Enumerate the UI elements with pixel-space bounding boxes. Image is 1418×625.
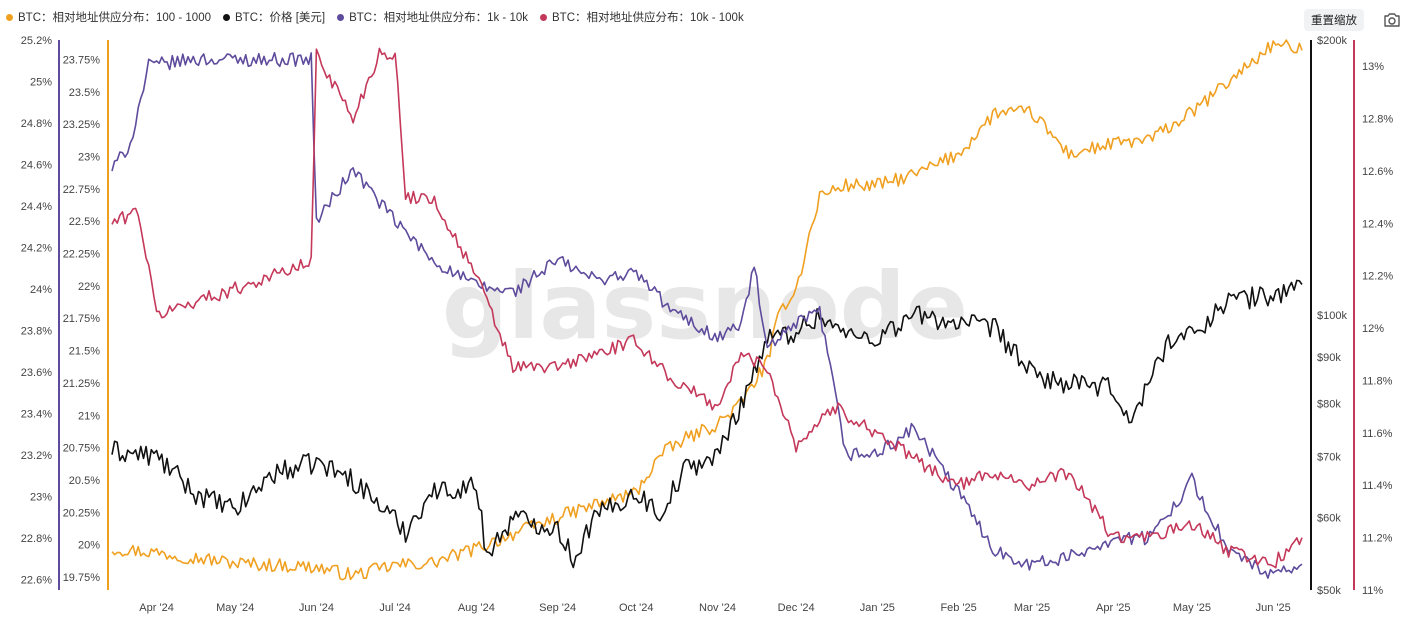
y-tick-label-right-outer: 11.8%	[1362, 375, 1393, 387]
y-tick-label-right-outer: 12.8%	[1362, 114, 1393, 126]
axes: 25.2% 25% 24.8% 24.6% 24.4% 24.2% 24% 23.8% 23.6…	[21, 35, 1394, 614]
y-tick-label-left-inner: 20.75%	[63, 443, 101, 455]
y-tick-label-left-outer: 23.4%	[21, 409, 52, 421]
y-tick-label-left-outer: 23.2%	[21, 450, 52, 462]
y-tick-label-left-outer: 23.6%	[21, 367, 52, 379]
legend-dot-icon	[540, 13, 547, 21]
y-tick-label-left-inner: 20.5%	[69, 475, 100, 487]
series-line-2	[111, 51, 1303, 579]
y-tick-label-left-inner: 22.25%	[63, 249, 101, 261]
y-tick-label-right-outer: 12%	[1362, 323, 1384, 335]
y-tick-label-right-outer: 12.4%	[1362, 218, 1393, 230]
y-tick-label-right-outer: 11.4%	[1362, 480, 1393, 492]
y-tick-label-left-outer: 22.6%	[21, 575, 52, 587]
x-tick-label: Mar '25	[1014, 602, 1050, 614]
series-line-0	[111, 39, 1303, 581]
x-tick-label: Jun '24	[299, 602, 334, 614]
y-tick-label-left-outer: 24.4%	[21, 201, 52, 213]
chart-legend: BTC：相对地址供应分布：100 - 1000 BTC：价格 [美元] BTC：…	[6, 8, 756, 26]
y-tick-label-left-inner: 21.75%	[63, 313, 101, 325]
y-tick-label-left-outer: 23%	[30, 492, 52, 504]
series-lines	[111, 39, 1303, 581]
y-tick-label-left-outer: 22.8%	[21, 533, 52, 545]
x-tick-label: Nov '24	[699, 602, 736, 614]
legend-dot-icon	[223, 13, 230, 21]
y-tick-label-left-outer: 25%	[30, 77, 52, 89]
x-tick-label: Apr '25	[1096, 602, 1131, 614]
legend-dot-icon	[6, 13, 13, 21]
y-tick-label-right-inner: $80k	[1317, 399, 1341, 411]
y-tick-label-left-inner: 22.5%	[69, 216, 100, 228]
x-tick-label: Jun '25	[1256, 602, 1291, 614]
y-tick-label-right-outer: 12.6%	[1362, 166, 1393, 178]
y-tick-label-left-inner: 22%	[78, 281, 100, 293]
x-tick-label: Aug '24	[458, 602, 495, 614]
y-tick-label-right-outer: 11%	[1362, 585, 1383, 597]
y-tick-label-right-inner: $200k	[1317, 35, 1347, 47]
y-tick-label-right-outer: 11.6%	[1362, 428, 1393, 440]
y-tick-label-left-inner: 21%	[78, 410, 100, 422]
y-tick-label-right-outer: 13%	[1362, 61, 1384, 73]
y-tick-label-left-outer: 24.2%	[21, 243, 52, 255]
x-tick-label: May '25	[1173, 602, 1211, 614]
y-tick-label-left-inner: 23.75%	[63, 54, 101, 66]
y-tick-label-left-inner: 23%	[78, 151, 100, 163]
y-tick-label-left-outer: 24.6%	[21, 160, 52, 172]
legend-label: BTC：相对地址供应分布：100 - 1000	[18, 12, 211, 24]
legend-item-price[interactable]: BTC：价格 [美元]	[223, 9, 325, 25]
legend-item-supply-100-1000[interactable]: BTC：相对地址供应分布：100 - 1000	[6, 9, 211, 25]
legend-item-supply-10k-100k[interactable]: BTC：相对地址供应分布：10k - 100k	[540, 9, 744, 25]
watermark: glassnode	[442, 253, 968, 360]
y-tick-label-right-inner: $50k	[1317, 585, 1341, 597]
x-tick-label: Oct '24	[619, 602, 654, 614]
y-tick-label-left-inner: 22.75%	[63, 184, 101, 196]
y-tick-label-right-inner: $100k	[1317, 310, 1347, 322]
y-tick-label-left-inner: 21.5%	[69, 346, 100, 358]
x-tick-label: Dec '24	[778, 602, 815, 614]
y-tick-label-left-inner: 21.25%	[63, 378, 101, 390]
x-tick-label: Jul '24	[379, 602, 410, 614]
y-tick-label-left-inner: 23.25%	[63, 119, 101, 131]
y-tick-label-left-outer: 24.8%	[21, 118, 52, 130]
legend-dot-icon	[337, 13, 345, 21]
y-tick-label-right-outer: 11.2%	[1362, 533, 1393, 545]
legend-label: BTC：相对地址供应分布：1k - 10k	[349, 12, 528, 24]
y-tick-label-right-inner: $90k	[1317, 352, 1341, 364]
reset-zoom-button[interactable]: 重置缩放	[1304, 9, 1364, 31]
x-tick-label: Sep '24	[539, 602, 576, 614]
x-tick-label: Feb '25	[940, 602, 976, 614]
y-tick-label-left-inner: 20%	[78, 540, 100, 552]
camera-icon[interactable]	[1382, 11, 1402, 29]
y-tick-label-right-inner: $70k	[1317, 452, 1341, 464]
y-tick-label-left-outer: 23.8%	[21, 326, 52, 338]
y-tick-label-right-outer: 12.2%	[1362, 271, 1393, 283]
series-line-3	[111, 47, 1303, 569]
series-line-1	[111, 279, 1303, 569]
y-tick-label-left-inner: 19.75%	[63, 572, 101, 584]
x-tick-label: May '24	[216, 602, 254, 614]
y-tick-label-left-outer: 25.2%	[21, 35, 52, 47]
y-tick-label-left-inner: 20.25%	[63, 507, 101, 519]
y-tick-label-left-inner: 23.5%	[69, 87, 100, 99]
x-tick-label: Apr '24	[139, 602, 174, 614]
x-tick-label: Jan '25	[860, 602, 895, 614]
legend-label: BTC：相对地址供应分布：10k - 100k	[552, 12, 744, 24]
legend-label: BTC：价格 [美元]	[235, 12, 326, 24]
y-tick-label-right-inner: $60k	[1317, 513, 1341, 525]
y-tick-label-left-outer: 24%	[30, 284, 52, 296]
legend-item-supply-1k-10k[interactable]: BTC：相对地址供应分布：1k - 10k	[337, 9, 528, 25]
